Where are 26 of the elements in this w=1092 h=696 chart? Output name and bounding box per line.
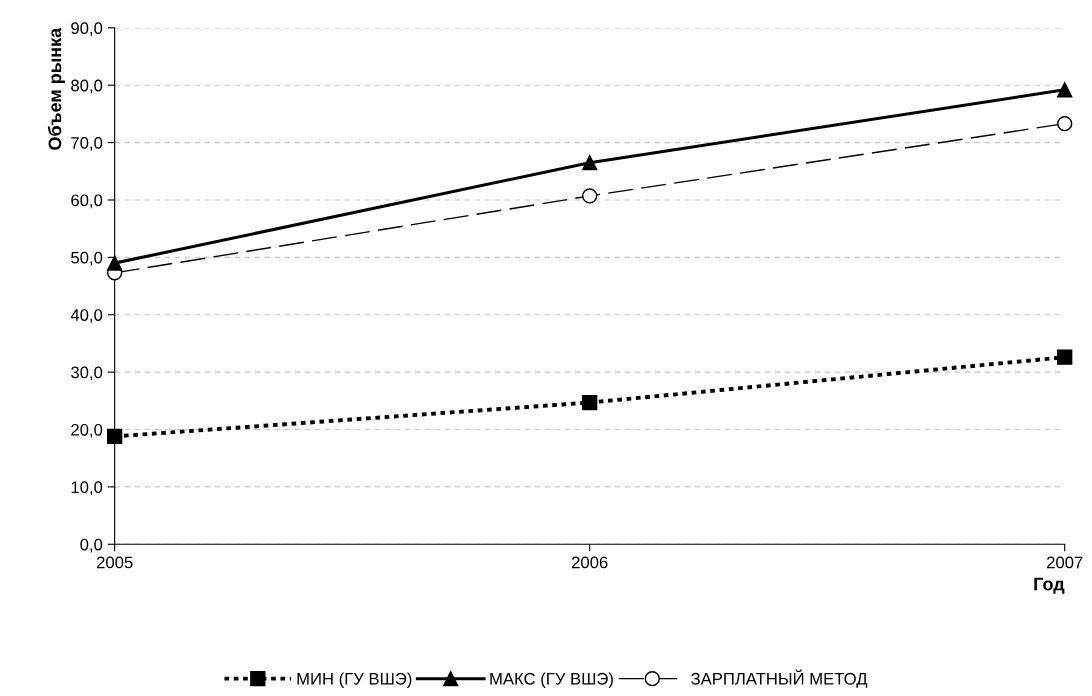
point [1057,116,1073,132]
y-tick-label: 70,0 [71,137,103,151]
x-tick-label: 2006 [571,556,608,569]
y-tick-label: 60,0 [71,194,103,209]
y-tick-label: 20,0 [71,423,103,438]
y-tick-label: 10,0 [71,481,103,496]
y-tick-label: 90,0 [71,22,103,37]
point [107,428,123,445]
x-tick-label: 2005 [96,556,133,569]
y-tick-label: 0,0 [80,538,103,553]
point [107,255,123,271]
x-axis-title: Год [1034,577,1065,594]
point [582,394,598,411]
x-tick-label: 2007 [1047,556,1083,569]
y-tick-label: 80,0 [71,79,103,94]
point [582,188,598,204]
y-tick-label: 30,0 [71,366,103,381]
point [582,155,598,171]
y-tick-label: 50,0 [71,251,103,266]
legend-label: ЗАРПЛАТНЫЙ МЕТОД [691,669,868,688]
y-axis-title: Объем рынка [47,27,65,150]
legend-label: МАКС (ГУ ВШЭ) [490,672,613,688]
legend-label: МИН (ГУ ВШЭ) [297,672,412,688]
point [1057,82,1073,98]
point [1057,349,1073,365]
y-tick-label: 40,0 [70,309,103,323]
